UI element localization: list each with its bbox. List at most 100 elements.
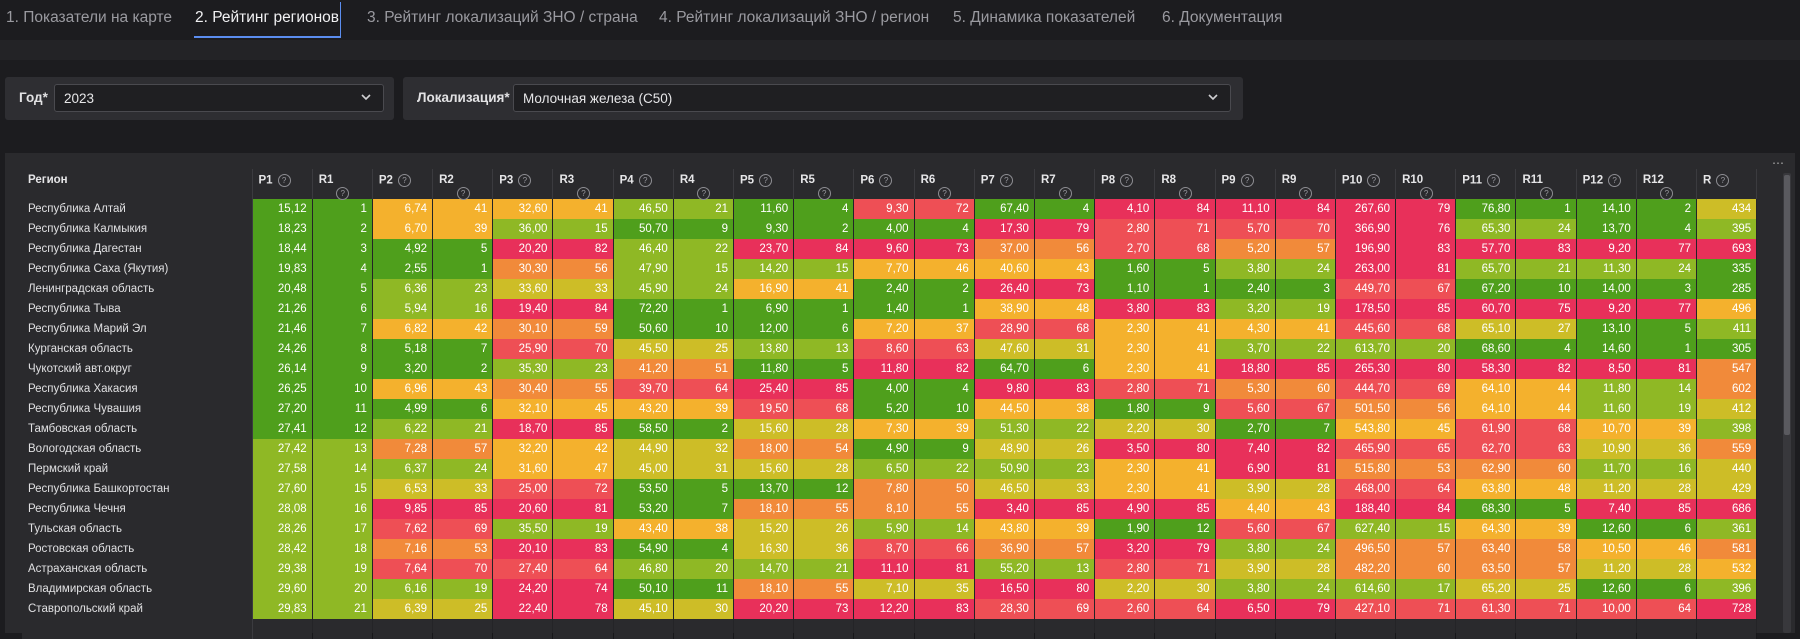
table-row[interactable]: Республика Хакасия 26,25 10 6,96 43 30,40 55 39… [22, 379, 1758, 399]
help-icon[interactable]: ? [456, 187, 470, 200]
table-row[interactable]: Республика Алтай 15,12 1 6,74 41 32,60 41 46,50… [22, 199, 1758, 219]
cell-p5: 18,10 [733, 499, 795, 519]
column-header-p1[interactable]: P1? [252, 169, 313, 199]
help-icon[interactable]: ? [1540, 187, 1554, 200]
column-header-p11[interactable]: P11? [1455, 169, 1517, 199]
column-header-p7[interactable]: P7? [974, 169, 1035, 199]
table-row[interactable]: Ростовская область 28,42 18 7,16 53 20,10 83 54… [22, 539, 1758, 559]
table-row[interactable]: Тамбовская область 27,41 12 6,22 21 18,70 85 58… [22, 419, 1758, 439]
cell-r6: 9 [914, 439, 975, 459]
table-row[interactable]: Ставропольский край 29,83 21 6,39 25 22,40 78 4… [22, 599, 1758, 619]
help-icon[interactable]: ? [1367, 174, 1381, 187]
help-icon[interactable]: ? [817, 187, 831, 200]
cell-p10: 178,50 [1335, 299, 1397, 319]
cell-p5: 6,90 [733, 299, 795, 319]
table-row[interactable]: Республика Саха (Якутия) 19,83 4 2,55 1 30,30… [22, 259, 1758, 279]
column-header-p12[interactable]: P12? [1576, 169, 1637, 199]
column-header-p3[interactable]: P3? [492, 169, 554, 199]
cell-p12: 11,70 [1576, 459, 1637, 479]
help-icon[interactable]: ? [1487, 174, 1501, 187]
column-header-p9[interactable]: P9? [1215, 169, 1276, 199]
help-icon[interactable]: ? [518, 174, 532, 187]
column-header-region[interactable]: Регион [22, 169, 253, 199]
tab-localization-rating-region[interactable]: 4. Рейтинг локализаций ЗНО / регион [659, 9, 930, 26]
column-header-p8[interactable]: P8? [1094, 169, 1156, 199]
tab-map-indicators[interactable]: 1. Показатели на карте [6, 9, 173, 26]
column-header-r12[interactable]: R12? [1636, 169, 1698, 200]
help-icon[interactable]: ? [879, 174, 893, 187]
help-icon[interactable]: ? [1240, 174, 1254, 187]
table-row[interactable]: Чукотский авт.округ 26,14 9 3,20 2 35,30 23 41,… [22, 359, 1758, 379]
help-icon[interactable]: ? [1120, 174, 1134, 187]
cell-p12: 11,20 [1576, 479, 1637, 499]
column-header-r[interactable]: R? [1696, 169, 1758, 199]
tab-localization-rating-country[interactable]: 3. Рейтинг локализаций ЗНО / страна [367, 9, 638, 26]
column-header-p10[interactable]: P10? [1335, 169, 1397, 199]
localization-select[interactable]: Молочная железа (C50) [513, 84, 1231, 112]
table-row[interactable]: Республика Марий Эл 21,46 7 6,82 42 30,10 59 50… [22, 319, 1758, 339]
cell-r1: 12 [312, 419, 373, 439]
help-icon[interactable]: ? [697, 187, 711, 200]
help-icon[interactable]: ? [577, 187, 591, 200]
cell-r11: 44 [1515, 399, 1577, 419]
column-header-r6[interactable]: R6? [914, 169, 975, 200]
help-icon[interactable]: ? [1716, 174, 1730, 187]
tab-indicator-dynamics[interactable]: 5. Динамика показателей [953, 9, 1136, 26]
column-header-r10[interactable]: R10? [1395, 169, 1457, 200]
tab-region-rating[interactable]: 2. Рейтинг регионов [195, 9, 340, 26]
table-row[interactable]: Пермский край 27,58 14 6,37 24 31,60 47 45,00 31… [22, 459, 1758, 479]
column-header-r9[interactable]: R9? [1275, 169, 1336, 200]
help-icon[interactable]: ? [938, 187, 952, 200]
column-header-p4[interactable]: P4? [613, 169, 674, 199]
cell-p4: 44,90 [613, 439, 674, 459]
table-row[interactable]: Владимирская область 29,60 20 6,16 19 24,20 74… [22, 579, 1758, 599]
year-select[interactable]: 2023 [54, 84, 384, 112]
table-row[interactable]: Республика Башкортостан 27,60 15 6,53 33 25,0… [22, 479, 1758, 499]
more-options-icon[interactable]: ⋯ [1772, 156, 1785, 170]
region-name: Республика Алтай [22, 199, 253, 219]
table-row[interactable]: Курганская область 24,26 8 5,18 7 25,90 70 45,5… [22, 339, 1758, 359]
column-header-p5[interactable]: P5? [733, 169, 795, 199]
column-header-label: R3 [559, 174, 575, 186]
cell-r12: 64 [1636, 599, 1698, 619]
table-row[interactable]: Республика Калмыкия 18,23 2 6,70 39 36,00 15 50… [22, 219, 1758, 239]
column-header-r8[interactable]: R8? [1154, 169, 1216, 200]
help-icon[interactable]: ? [638, 174, 652, 187]
column-header-r3[interactable]: R3? [552, 169, 614, 200]
table-row[interactable]: Республика Дагестан 18,44 3 4,92 5 20,20 82 46,… [22, 239, 1758, 259]
help-icon[interactable]: ? [1178, 187, 1192, 200]
column-header-r7[interactable]: R7? [1034, 169, 1096, 200]
column-header-r2[interactable]: R2? [432, 169, 494, 200]
help-icon[interactable]: ? [759, 174, 773, 187]
help-icon[interactable]: ? [277, 174, 291, 187]
vertical-scrollbar[interactable] [1783, 173, 1791, 633]
table-row[interactable]: Астраханская область 29,38 19 7,64 70 27,40 64… [22, 559, 1758, 579]
help-icon[interactable]: ? [336, 187, 350, 200]
table-row[interactable] [22, 619, 1758, 639]
help-icon[interactable]: ? [999, 174, 1013, 187]
help-icon[interactable]: ? [1660, 187, 1674, 200]
table-row[interactable]: Ленинградская область 20,48 5 6,36 23 33,60 33… [22, 279, 1758, 299]
column-header-r4[interactable]: R4? [673, 169, 735, 200]
scrollbar-thumb[interactable] [1784, 175, 1790, 435]
table-row[interactable]: Тульская область 28,26 17 7,62 69 35,50 19 43,4… [22, 519, 1758, 539]
column-header-p2[interactable]: P2? [372, 169, 434, 199]
tab-documentation[interactable]: 6. Документация [1162, 9, 1283, 26]
table-row[interactable]: Республика Чувашия 27,20 11 4,99 6 32,10 45 43,… [22, 399, 1758, 419]
help-icon[interactable]: ? [397, 174, 411, 187]
table-row[interactable]: Вологодская область 27,42 13 7,28 57 32,20 42 4… [22, 439, 1758, 459]
column-header-r1[interactable]: R1? [312, 169, 373, 200]
table-row[interactable]: Республика Чечня 28,08 16 9,85 85 20,60 81 53,2… [22, 499, 1758, 519]
help-icon[interactable]: ? [1419, 187, 1433, 200]
cell-r5: 5 [793, 359, 855, 379]
cell-r6: 4 [914, 219, 975, 239]
cell-r3: 81 [552, 499, 614, 519]
help-icon[interactable]: ? [1058, 187, 1072, 200]
table-row[interactable]: Республика Тыва 21,26 6 5,94 16 19,40 84 72,20 1… [22, 299, 1758, 319]
help-icon[interactable]: ? [1608, 174, 1622, 187]
help-icon[interactable]: ? [1299, 187, 1313, 200]
column-header-p6[interactable]: P6? [853, 169, 915, 199]
column-header-r5[interactable]: R5? [793, 169, 855, 200]
column-header-r11[interactable]: R11? [1515, 169, 1577, 200]
cell-r10: 81 [1395, 259, 1457, 279]
